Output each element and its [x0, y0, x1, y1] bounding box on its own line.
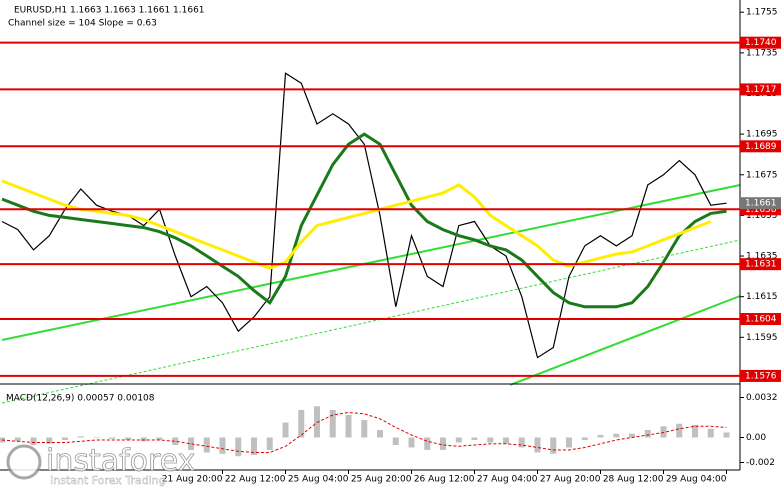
- y-tick-label: 1.1695: [746, 130, 778, 140]
- histogram-bar: [298, 410, 305, 438]
- y-tick-label: 1.1635: [746, 252, 778, 262]
- x-tick-label: 25 Aug 20:00: [351, 475, 412, 485]
- level-label: 1.1658: [745, 205, 777, 215]
- x-tick-label: 25 Aug 04:00: [288, 475, 349, 485]
- series-line: [1, 179, 712, 270]
- histogram-bar: [408, 437, 415, 448]
- histogram-bar: [203, 437, 210, 453]
- histogram-bar: [660, 426, 667, 438]
- x-tick-label: 22 Aug 12:00: [225, 475, 286, 485]
- histogram-bar: [613, 433, 620, 438]
- y-tick-label: -0.002: [746, 458, 775, 468]
- channel-bottom: [509, 295, 741, 386]
- watermark: instaforex Instant Forex Trading: [6, 443, 196, 487]
- histogram-bar: [503, 437, 509, 444]
- level-label: 1.1604: [745, 315, 777, 325]
- histogram-bar: [723, 432, 730, 438]
- x-tick-label: 27 Aug 20:00: [540, 475, 601, 485]
- histogram-bar: [125, 437, 131, 440]
- level-label: 1.1576: [745, 371, 777, 381]
- histogram-bar: [140, 437, 147, 442]
- histogram-bar: [30, 437, 37, 445]
- histogram-bar: [62, 437, 68, 440]
- chart-header: EURUSD,H1 1.1663 1.1663 1.1661 1.1661: [14, 6, 205, 16]
- macd-title: MACD(12,26,9) 0.00057 0.00108: [6, 394, 155, 404]
- histogram-bar: [550, 437, 557, 454]
- level-label: 1.1631: [745, 260, 777, 270]
- histogram-bar: [471, 437, 478, 440]
- level-tag: [740, 313, 781, 326]
- histogram-bar: [424, 437, 431, 450]
- x-tick-label: 26 Aug 12:00: [414, 475, 475, 485]
- histogram-bar: [644, 430, 651, 438]
- histogram-bar: [14, 437, 21, 442]
- y-tick-label: 0.0032: [746, 393, 778, 403]
- series-line: [1, 132, 727, 309]
- histogram-bar: [93, 437, 100, 438]
- histogram-bar: [235, 437, 242, 457]
- x-tick-label: 28 Aug 12:00: [603, 475, 664, 485]
- histogram-bar: [282, 422, 289, 438]
- histogram-bar: [251, 437, 257, 455]
- histogram-bar: [46, 437, 53, 444]
- histogram-bar: [629, 433, 635, 438]
- level-tag: [740, 258, 781, 271]
- y-tick-label: 1.1675: [746, 170, 778, 180]
- histogram-bar: [314, 406, 320, 438]
- histogram-bar: [345, 415, 352, 438]
- histogram-bar: [392, 437, 399, 445]
- histogram-bar: [676, 423, 683, 438]
- histogram-bar: [581, 437, 588, 440]
- histogram-bar: [77, 436, 84, 438]
- level-tag: [740, 369, 781, 382]
- chart-subheader: Channel size = 104 Slope = 0.63: [8, 19, 157, 29]
- channel-top: [1, 184, 741, 341]
- logo: [6, 444, 42, 480]
- histogram-bar: [266, 437, 273, 450]
- histogram-bar: [329, 410, 336, 438]
- level-label: 1.1717: [745, 85, 777, 95]
- y-tick-label: 1.1755: [746, 8, 778, 18]
- histogram-bar: [109, 437, 116, 439]
- x-tick-label: 29 Aug 04:00: [666, 475, 727, 485]
- histogram-bar: [156, 437, 163, 440]
- histogram-bar: [487, 437, 494, 443]
- histogram-bar: [455, 437, 462, 443]
- histogram-bar: [597, 435, 604, 438]
- y-tick-label: 1.1655: [746, 211, 778, 221]
- last-price-tag: [740, 197, 781, 210]
- y-tick-label: 0.00: [746, 433, 766, 443]
- histogram-bar: [172, 437, 179, 445]
- y-tick-label: 1.1595: [746, 333, 778, 343]
- histogram-bar: [440, 437, 446, 450]
- level-tag: [740, 36, 781, 49]
- level-label: 1.1740: [745, 38, 777, 48]
- series-line: [1, 411, 727, 453]
- histogram-bar: [518, 437, 525, 448]
- last-price-label: 1.1661: [745, 199, 777, 209]
- histogram-bar: [377, 430, 383, 438]
- y-tick-label: 1.1735: [746, 48, 778, 58]
- histogram-bar: [707, 428, 714, 438]
- histogram-bar: [361, 420, 368, 438]
- level-tag: [740, 83, 781, 96]
- x-tick-label: 27 Aug 04:00: [477, 475, 538, 485]
- level-label: 1.1689: [745, 142, 777, 152]
- y-tick-label: 1.1615: [746, 292, 778, 302]
- histogram-bar: [534, 437, 541, 453]
- histogram-bar: [219, 437, 226, 454]
- tagline: Instant Forex Trading: [50, 474, 166, 487]
- histogram-bar: [188, 437, 194, 450]
- level-tag: [740, 140, 781, 153]
- histogram-bar: [566, 437, 572, 448]
- histogram-bar: [692, 425, 698, 438]
- x-tick-label: 21 Aug 20:00: [162, 475, 223, 485]
- brand: instaforex: [46, 444, 195, 479]
